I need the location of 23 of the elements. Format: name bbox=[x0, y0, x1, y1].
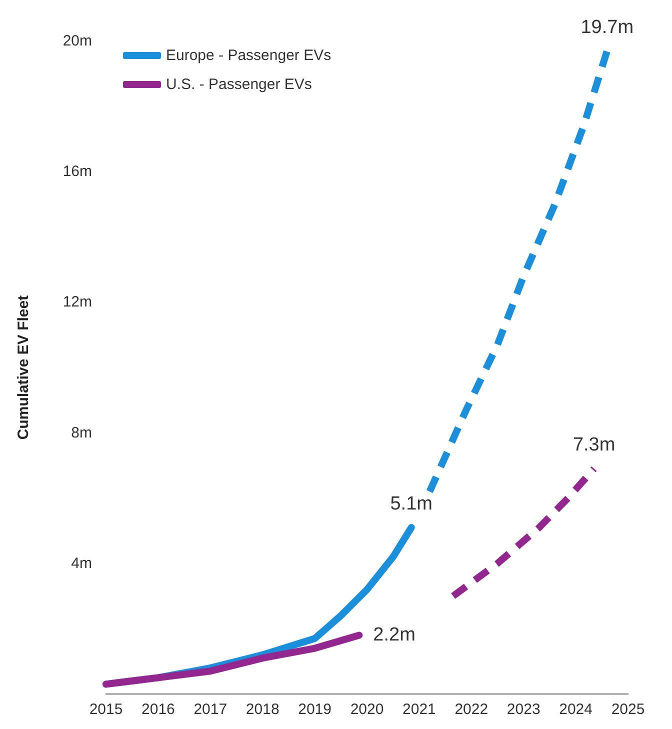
x-tick-label: 2019 bbox=[298, 701, 332, 718]
y-axis-title: Cumulative EV Fleet bbox=[15, 295, 32, 440]
x-tick-label: 2018 bbox=[246, 701, 280, 718]
y-tick-label: 4m bbox=[71, 554, 92, 572]
x-tick-label: 2021 bbox=[402, 701, 436, 718]
x-tick-label: 2017 bbox=[194, 701, 228, 718]
legend-label: U.S. - Passenger EVs bbox=[166, 76, 312, 93]
y-tick-label: 12m bbox=[62, 294, 92, 311]
annotation: 5.1m bbox=[390, 493, 432, 514]
y-tick-label: 16m bbox=[62, 163, 92, 180]
x-tick-label: 2023 bbox=[506, 701, 540, 718]
x-tick-label: 2016 bbox=[142, 701, 175, 718]
annotation: 7.3m bbox=[572, 434, 616, 456]
y-tick-label: 8m bbox=[71, 424, 92, 442]
legend-label: Europe - Passenger EVs bbox=[166, 47, 332, 64]
annotation: 2.2m bbox=[373, 624, 416, 646]
annotation: 19.7m bbox=[580, 16, 634, 38]
x-tick-label: 2025 bbox=[611, 701, 645, 718]
x-tick-label: 2015 bbox=[89, 701, 123, 718]
y-tick-label: 20m bbox=[62, 32, 92, 50]
x-tick-label: 2020 bbox=[350, 701, 384, 718]
x-tick-label: 2024 bbox=[559, 701, 592, 718]
x-tick-label: 2022 bbox=[454, 701, 488, 718]
